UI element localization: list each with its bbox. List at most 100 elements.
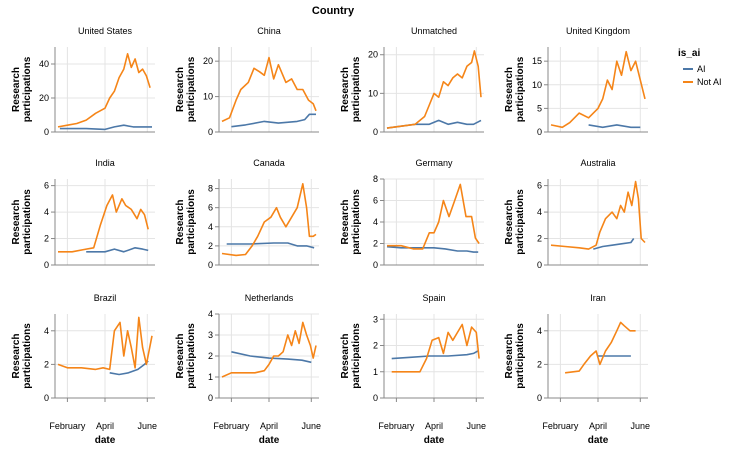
y-axis-label: Researchparticipations bbox=[11, 323, 33, 389]
series-line-not-ai bbox=[550, 180, 646, 250]
panel-title: Spain bbox=[422, 293, 445, 303]
series-line-ai bbox=[226, 242, 315, 249]
y-tick-label: 0 bbox=[373, 393, 378, 403]
x-tick-label: April bbox=[589, 421, 607, 431]
y-axis-label: Researchparticipations bbox=[504, 56, 526, 122]
legend-title: is_ai bbox=[678, 48, 700, 59]
legend-label-not-ai: Not AI bbox=[697, 77, 722, 87]
panel-netherlands: Netherlands 0 1 2 3 4 Researchparticipations Fe… bbox=[175, 293, 321, 446]
series-line-not-ai bbox=[57, 316, 153, 371]
series-line-ai bbox=[59, 124, 152, 131]
y-tick-label: 2 bbox=[44, 359, 49, 369]
y-tick-label: 4 bbox=[373, 217, 378, 227]
y-tick-label: 0 bbox=[208, 260, 213, 270]
panel-unmatched: Unmatched 0 10 20 Researchparticipations bbox=[340, 26, 484, 137]
y-axis-label: Researchparticipations bbox=[175, 56, 197, 122]
series-line-ai bbox=[588, 124, 641, 129]
panel-australia: Australia 0 2 4 6 Researchparticipations bbox=[504, 158, 648, 270]
x-tick-label: June bbox=[138, 421, 158, 431]
y-axis-label: Researchparticipations bbox=[340, 56, 362, 122]
y-tick-label: 20 bbox=[203, 56, 213, 66]
y-tick-label: 6 bbox=[208, 203, 213, 213]
series-line-not-ai bbox=[386, 50, 482, 129]
y-tick-label: 10 bbox=[203, 92, 213, 102]
panel-united-states: United States 0 20 40 Researchparticipations bbox=[11, 26, 155, 137]
y-tick-label: 2 bbox=[44, 234, 49, 244]
panel-title: China bbox=[257, 26, 281, 36]
y-tick-label: 0 bbox=[208, 393, 213, 403]
series-line-ai bbox=[109, 360, 149, 376]
panel-india: India 0 2 4 6 Researchparticipations bbox=[11, 158, 155, 270]
y-axis-label: Researchparticipations bbox=[340, 323, 362, 389]
y-tick-label: 4 bbox=[44, 326, 49, 336]
series-line-not-ai bbox=[221, 183, 317, 257]
y-tick-label: 1 bbox=[208, 372, 213, 382]
y-tick-label: 4 bbox=[208, 309, 213, 319]
series-line-not-ai bbox=[387, 183, 480, 250]
panel-title: Canada bbox=[253, 158, 285, 168]
x-tick-label: April bbox=[425, 421, 443, 431]
y-tick-label: 0 bbox=[537, 260, 542, 270]
y-tick-label: 0 bbox=[44, 260, 49, 270]
y-tick-label: 6 bbox=[373, 196, 378, 206]
panel-iran: Iran 0 2 4 Researchparticipations February Apr… bbox=[504, 293, 650, 446]
x-tick-label: February bbox=[213, 421, 250, 431]
y-tick-label: 2 bbox=[208, 351, 213, 361]
y-tick-label: 4 bbox=[537, 207, 542, 217]
legend-label-ai: AI bbox=[697, 64, 706, 74]
y-tick-label: 5 bbox=[537, 103, 542, 113]
x-tick-label: June bbox=[302, 421, 322, 431]
y-axis-label: Researchparticipations bbox=[11, 189, 33, 255]
facet-panels: United States02040Researchparticipations… bbox=[11, 26, 650, 446]
series-line-not-ai bbox=[57, 53, 151, 128]
y-tick-label: 20 bbox=[39, 93, 49, 103]
panel-canada: Canada 0 2 4 6 8 Researchparticipations bbox=[175, 158, 319, 270]
y-tick-label: 10 bbox=[368, 88, 378, 98]
x-axis-label: date bbox=[424, 435, 445, 446]
x-axis-label: date bbox=[259, 435, 280, 446]
y-tick-label: 3 bbox=[373, 314, 378, 324]
y-axis-label: Researchparticipations bbox=[504, 189, 526, 255]
panel-title: India bbox=[95, 158, 115, 168]
series-line-not-ai bbox=[221, 56, 317, 123]
series-line-ai bbox=[391, 350, 479, 360]
panel-germany: Germany 0 2 4 6 8 Researchparticipations bbox=[340, 158, 484, 270]
y-tick-label: 20 bbox=[368, 50, 378, 60]
series-line-ai bbox=[231, 113, 316, 128]
series-line-not-ai bbox=[391, 323, 480, 373]
panel-title: Brazil bbox=[94, 293, 117, 303]
chart-title: Country bbox=[312, 5, 355, 17]
y-tick-label: 0 bbox=[537, 393, 542, 403]
y-tick-label: 4 bbox=[537, 326, 542, 336]
y-tick-label: 0 bbox=[44, 127, 49, 137]
y-tick-label: 2 bbox=[373, 341, 378, 351]
series-line-ai bbox=[386, 245, 479, 253]
series-line-not-ai bbox=[58, 194, 149, 253]
series-line-ai bbox=[86, 247, 149, 253]
y-axis-label: Researchparticipations bbox=[11, 56, 33, 122]
panel-united-kingdom: United Kingdom 0 5 10 15 Researchparticipatio… bbox=[504, 26, 648, 137]
y-tick-label: 8 bbox=[373, 174, 378, 184]
panel-title: Netherlands bbox=[245, 293, 294, 303]
x-tick-label: February bbox=[378, 421, 415, 431]
series-line-not-ai bbox=[550, 50, 646, 129]
y-tick-label: 6 bbox=[537, 181, 542, 191]
x-tick-label: June bbox=[631, 421, 651, 431]
x-axis-label: date bbox=[95, 435, 116, 446]
y-tick-label: 1 bbox=[373, 367, 378, 377]
panel-title: Unmatched bbox=[411, 26, 457, 36]
legend: is_ai AI Not AI bbox=[678, 48, 722, 87]
panel-brazil: Brazil 0 2 4 Researchparticipations February A… bbox=[11, 293, 157, 446]
y-tick-label: 0 bbox=[373, 260, 378, 270]
panel-title: Australia bbox=[580, 158, 615, 168]
y-tick-label: 0 bbox=[537, 127, 542, 137]
y-tick-label: 8 bbox=[208, 184, 213, 194]
x-tick-label: February bbox=[49, 421, 86, 431]
x-tick-label: June bbox=[467, 421, 487, 431]
y-tick-label: 15 bbox=[532, 56, 542, 66]
panel-title: Germany bbox=[415, 158, 453, 168]
series-line-not-ai bbox=[221, 321, 317, 378]
y-tick-label: 6 bbox=[44, 181, 49, 191]
panel-china: China 0 10 20 Researchparticipations bbox=[175, 26, 319, 137]
